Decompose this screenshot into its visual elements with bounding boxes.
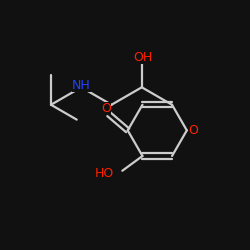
Text: O: O [188, 124, 198, 137]
Text: OH: OH [134, 51, 153, 64]
Text: O: O [101, 102, 111, 115]
Text: NH: NH [72, 80, 91, 92]
Text: HO: HO [95, 167, 114, 180]
